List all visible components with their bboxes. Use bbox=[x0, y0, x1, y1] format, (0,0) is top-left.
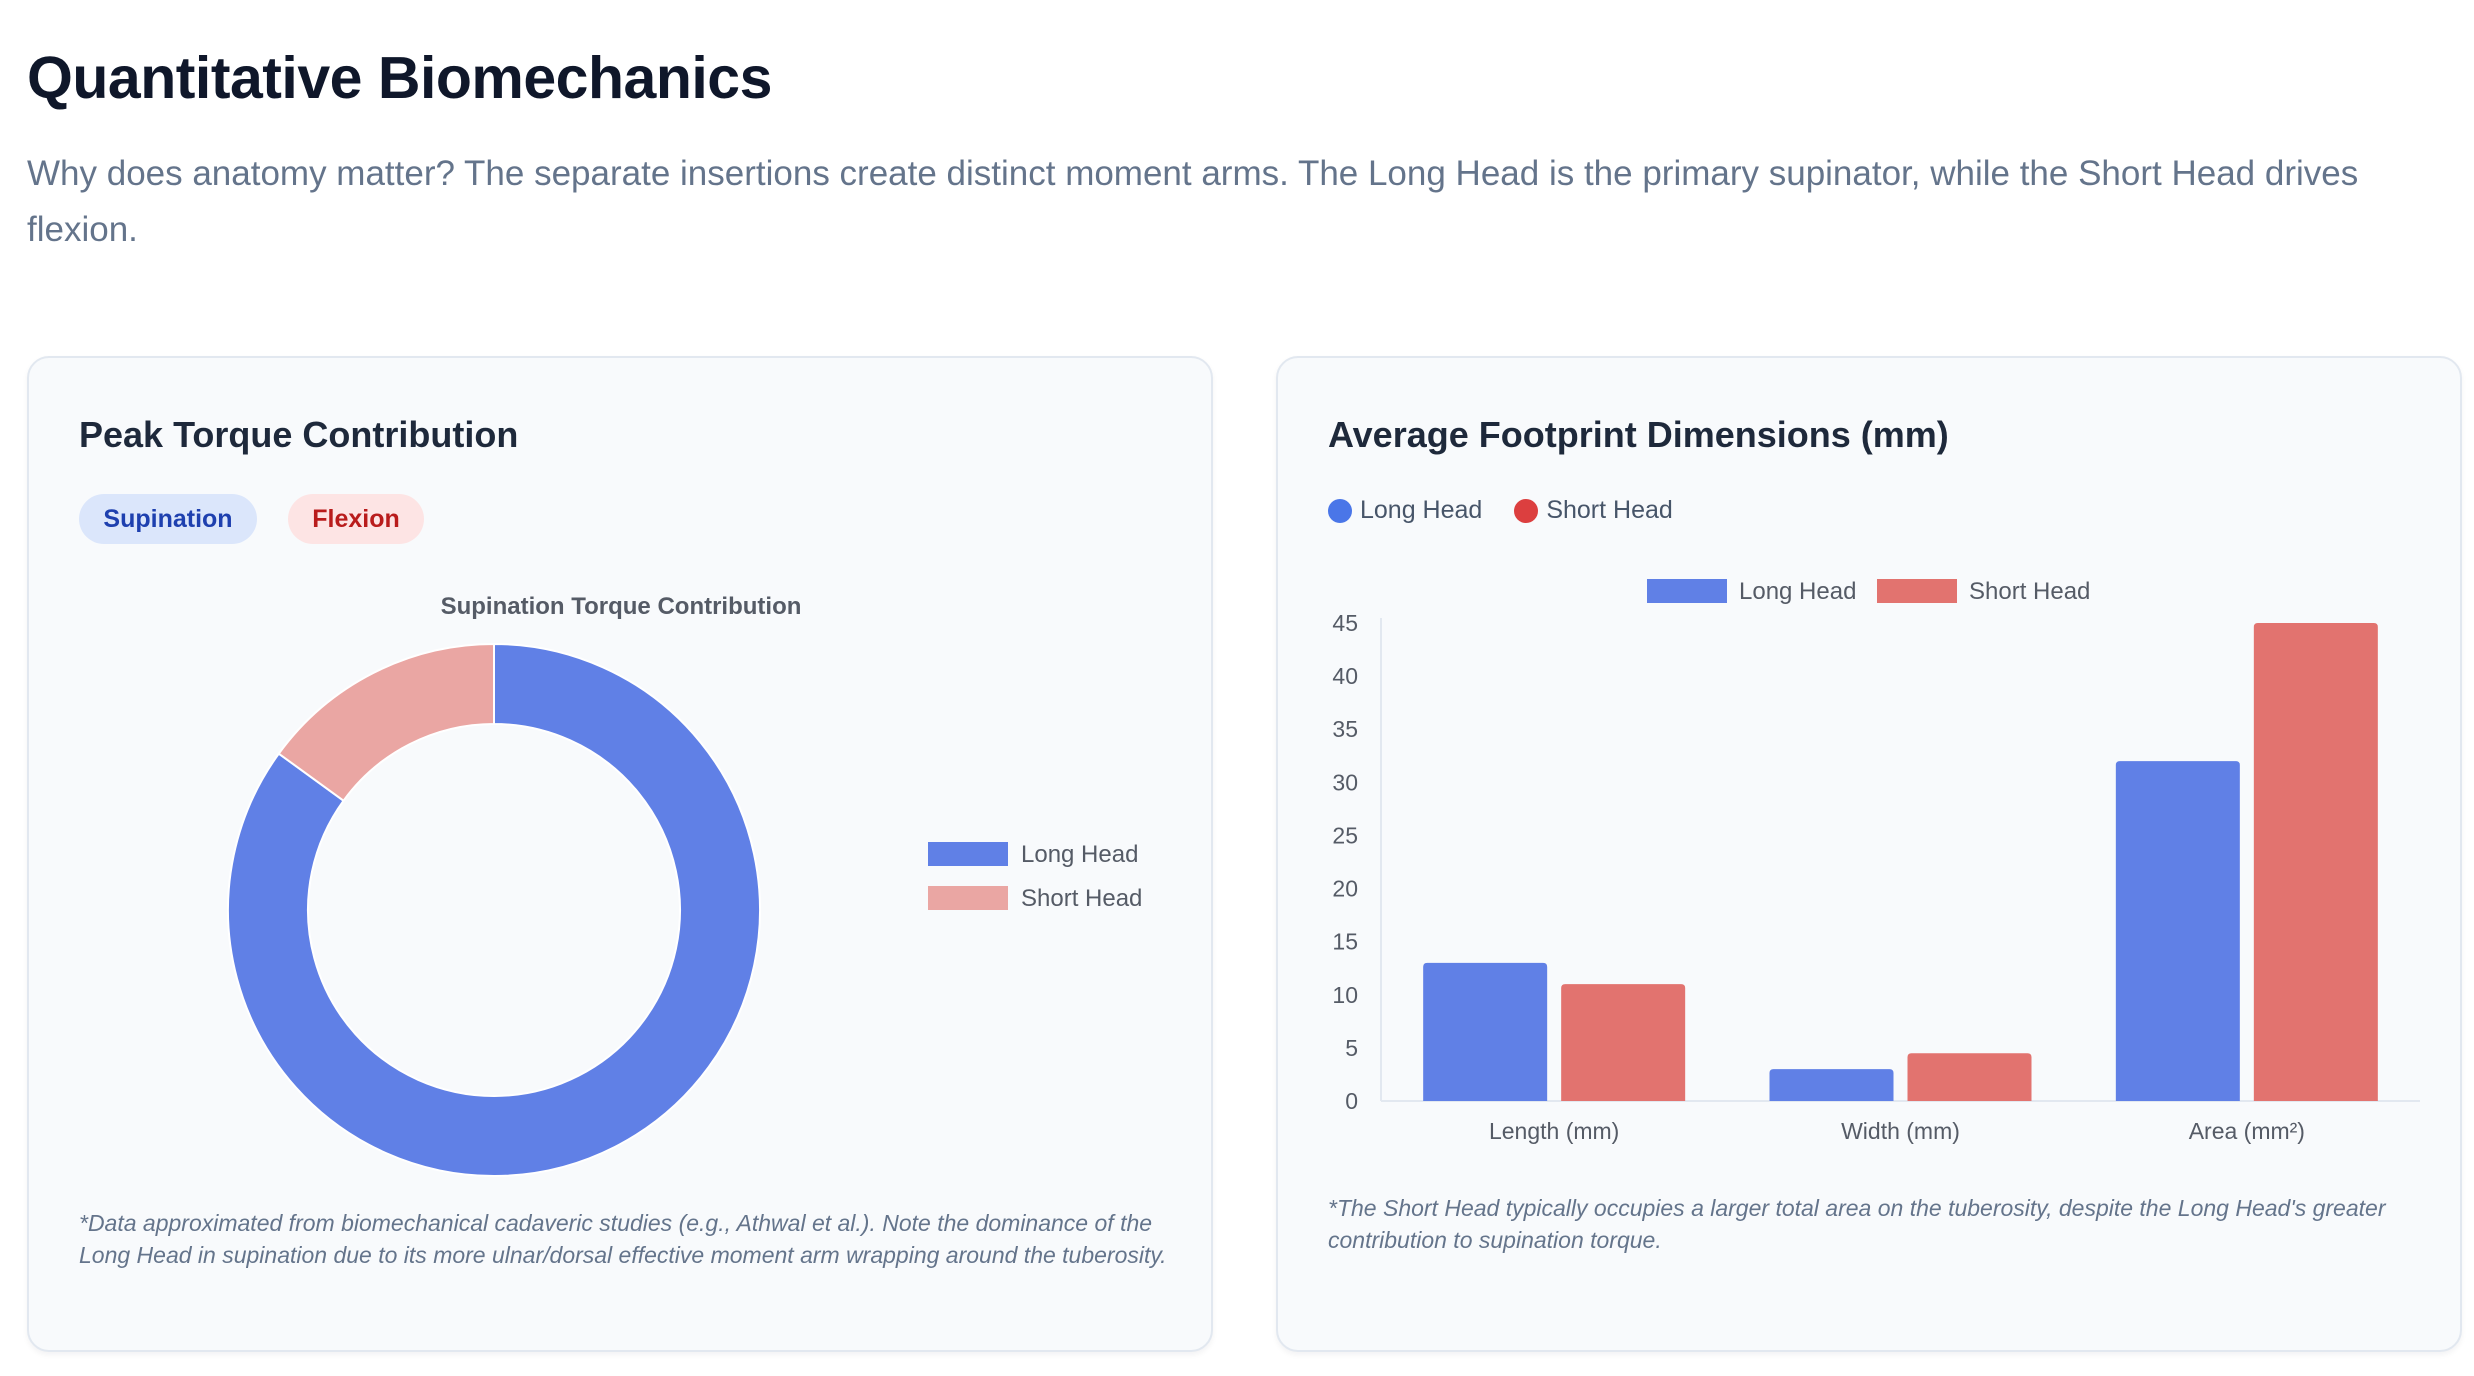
page-intro: Why does anatomy matter? The separate in… bbox=[27, 154, 2359, 249]
legend-label-long: Long Head bbox=[1360, 496, 1483, 524]
short-head-dot-icon bbox=[1514, 498, 1539, 523]
bar-long-head[interactable] bbox=[2115, 761, 2240, 1101]
donut-legend-label: Long Head bbox=[1021, 841, 1138, 868]
x-tick-label: Width (mm) bbox=[1841, 1118, 1960, 1144]
legend-label-short: Short Head bbox=[1546, 496, 1673, 524]
tab-supination[interactable]: Supination bbox=[79, 494, 257, 544]
donut-legend-label: Short Head bbox=[1021, 885, 1142, 912]
page-title: Quantitative Biomechanics bbox=[27, 45, 772, 111]
donut-slice-long-head[interactable] bbox=[227, 642, 761, 1177]
x-tick-label: Area (mm²) bbox=[2189, 1118, 2305, 1144]
y-tick-label: 10 bbox=[1332, 982, 1358, 1008]
bar-short-head[interactable] bbox=[1561, 984, 1686, 1101]
bar-legend-label: Long Head bbox=[1739, 578, 1856, 605]
bar-long-head[interactable] bbox=[1769, 1069, 1894, 1101]
bar-legend-swatch bbox=[1647, 579, 1727, 603]
y-tick-label: 0 bbox=[1345, 1088, 1358, 1114]
bar-legend-swatch bbox=[1877, 579, 1957, 603]
y-tick-label: 5 bbox=[1345, 1035, 1358, 1061]
bar-short-head[interactable] bbox=[1907, 1053, 2032, 1101]
long-head-dot-icon bbox=[1328, 498, 1352, 523]
bar-short-head[interactable] bbox=[2253, 623, 2378, 1101]
donut-chart: Supination Torque Contribution Long Head… bbox=[227, 593, 1142, 1177]
footprint-card: Average Footprint Dimensions (mm) Long H… bbox=[1276, 356, 2462, 1352]
y-tick-label: 15 bbox=[1332, 929, 1358, 955]
bar-long-head[interactable] bbox=[1423, 962, 1548, 1101]
donut-legend-swatch bbox=[928, 842, 1008, 866]
footprint-footnote: *The Short Head typically occupies a lar… bbox=[1328, 1195, 2386, 1253]
torque-card: Peak Torque Contribution Supination Flex… bbox=[27, 356, 1213, 1352]
legend-item-short: Short Head bbox=[1514, 496, 1673, 525]
bar-legend-label: Short Head bbox=[1969, 578, 2090, 605]
y-tick-label: 40 bbox=[1332, 663, 1358, 689]
donut-slice-short-head[interactable] bbox=[277, 642, 495, 803]
head-legend: Long Head Short Head bbox=[1328, 496, 1705, 525]
legend-item-long: Long Head bbox=[1328, 496, 1482, 525]
y-tick-label: 30 bbox=[1332, 769, 1358, 795]
y-tick-label: 20 bbox=[1332, 876, 1358, 902]
donut-chart-title: Supination Torque Contribution bbox=[441, 593, 802, 620]
x-tick-label: Length (mm) bbox=[1489, 1118, 1619, 1144]
y-tick-label: 35 bbox=[1332, 716, 1358, 742]
tab-flexion[interactable]: Flexion bbox=[288, 494, 424, 544]
footprint-card-title: Average Footprint Dimensions (mm) bbox=[1328, 414, 1949, 455]
y-tick-label: 25 bbox=[1332, 822, 1358, 848]
torque-footnote: *Data approximated from biomechanical ca… bbox=[79, 1210, 1167, 1268]
bar-chart: Long Head Short Head 0 5 10 15 20 25 30 35 40 45 Le… bbox=[1332, 578, 2420, 1144]
y-tick-label: 45 bbox=[1332, 610, 1358, 636]
donut-legend-swatch bbox=[928, 886, 1008, 910]
torque-card-title: Peak Torque Contribution bbox=[79, 414, 519, 455]
